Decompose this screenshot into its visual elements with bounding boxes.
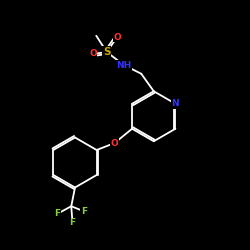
Text: F: F	[81, 207, 87, 216]
Text: O: O	[111, 138, 118, 147]
Text: F: F	[54, 209, 60, 218]
Text: O: O	[114, 32, 121, 42]
Text: S: S	[103, 47, 110, 57]
Text: F: F	[70, 218, 75, 227]
Text: NH: NH	[116, 60, 132, 70]
Text: O: O	[89, 50, 97, 58]
Text: N: N	[172, 99, 179, 108]
